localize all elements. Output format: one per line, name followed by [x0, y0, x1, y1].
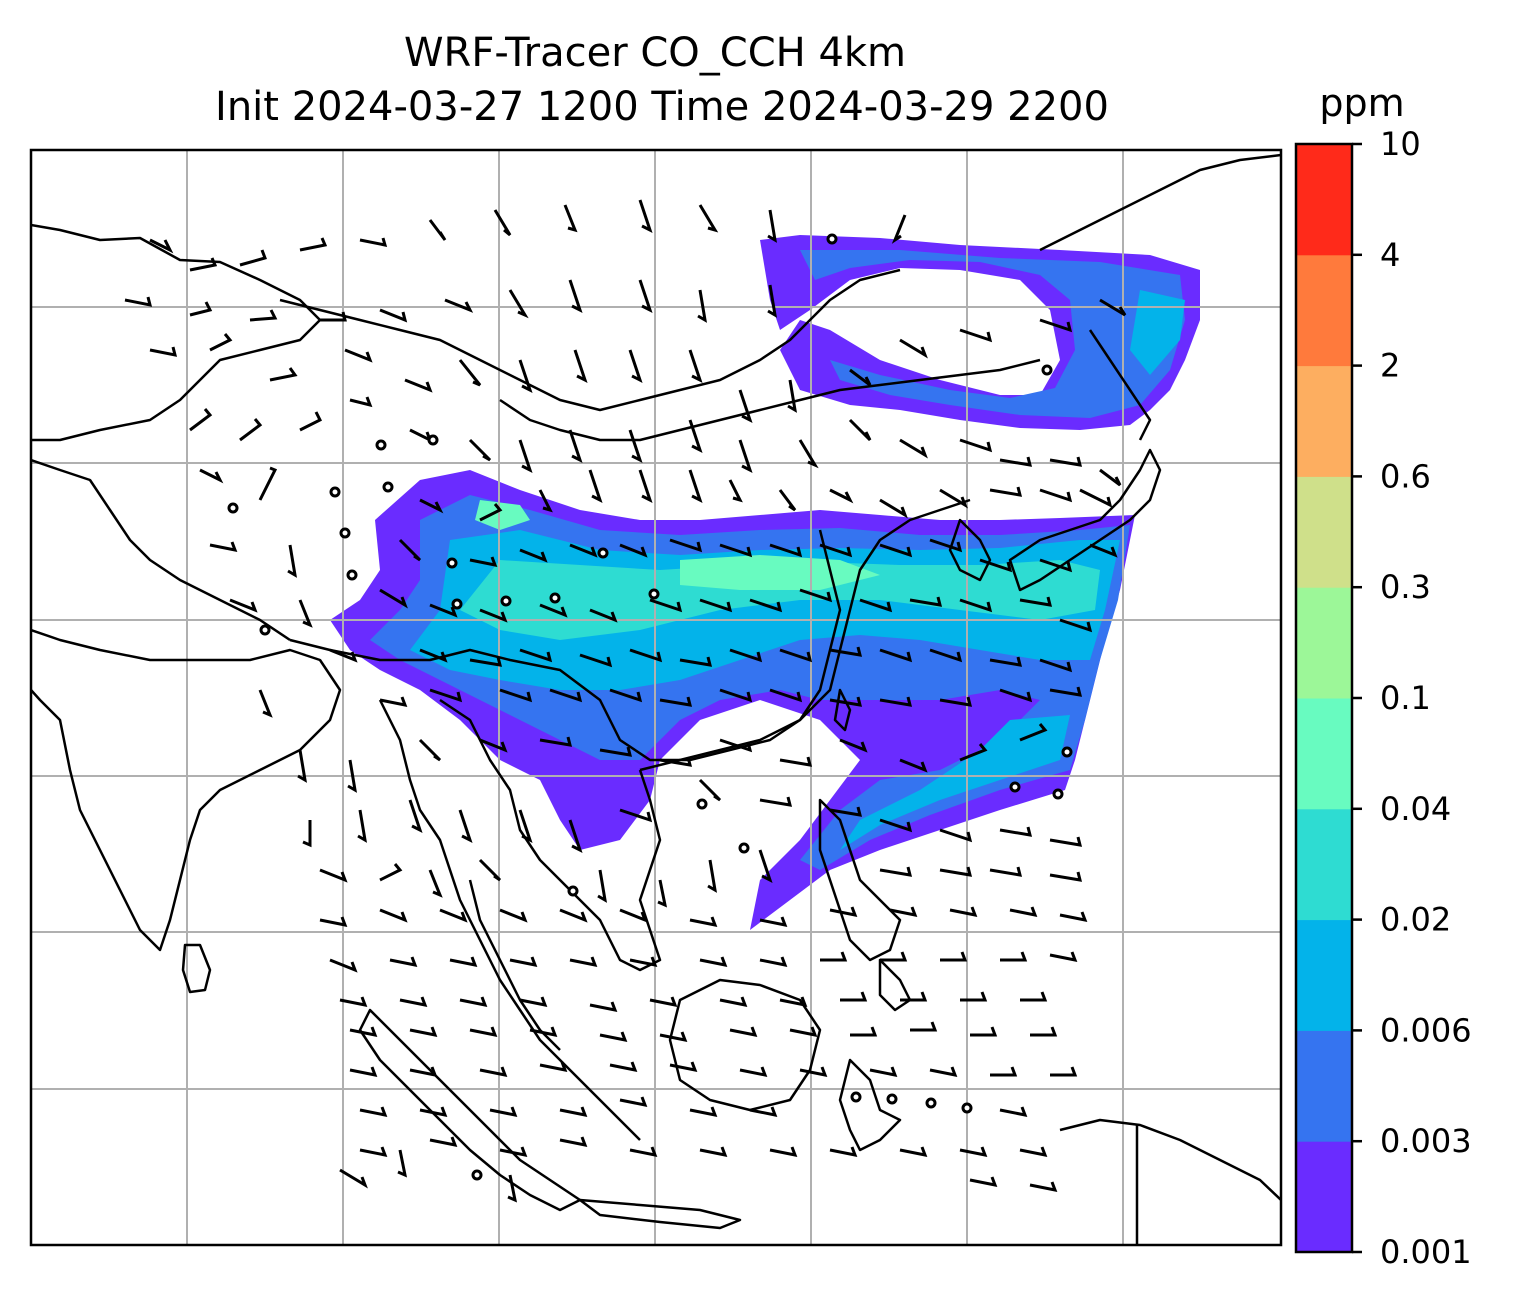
colorbar-segment [1296, 144, 1352, 256]
colorbar-segment [1296, 698, 1352, 810]
colorbar-segment [1296, 587, 1352, 699]
map-subtitle: Init 2024-03-27 1200 Time 2024-03-29 220… [215, 84, 1109, 130]
map-frame [29, 148, 1283, 1247]
colorbar-tick-label: 0.6 [1380, 457, 1431, 495]
colorbar-tick-label: 4 [1380, 236, 1400, 274]
colorbar-tick-label: 0.006 [1380, 1011, 1472, 1049]
colorbar-segment [1296, 1030, 1352, 1142]
colorbar-tick-label: 0.04 [1380, 790, 1451, 828]
colorbar-tick-label: 10 [1380, 125, 1421, 163]
colorbar-ticks: 0.001 0.003 0.006 0.02 0.04 0.1 0.3 0.6 2 4 10 [1352, 125, 1472, 1271]
colorbar-segments [1296, 144, 1352, 1253]
colorbar-segment [1296, 808, 1352, 921]
colorbar-segment [1296, 476, 1352, 588]
colorbar-segment [1296, 919, 1352, 1031]
colorbar-tick-label: 2 [1380, 347, 1400, 385]
colorbar-segment [1296, 365, 1352, 477]
colorbar-tick-label: 0.02 [1380, 901, 1451, 939]
colorbar-tick-label: 0.3 [1380, 568, 1431, 606]
colorbar-unit: ppm [1319, 81, 1404, 125]
colorbar-tick-label: 0.001 [1380, 1233, 1472, 1271]
calm-markers [227, 233, 1073, 1181]
colorbar-segment [1296, 254, 1352, 367]
colorbar-tick-label: 0.003 [1380, 1122, 1472, 1160]
colorbar-segment [1296, 1141, 1352, 1253]
wind-barbs [124, 199, 1127, 1203]
map-panel [29, 148, 1283, 1247]
colorbar: ppm 0.001 0.003 0.006 0.02 0.04 0.1 0.3 0.6 2 4 10 [1294, 81, 1472, 1271]
map-title: WRF-Tracer CO_CCH 4km [404, 30, 906, 76]
colorbar-tick-label: 0.1 [1380, 679, 1431, 717]
